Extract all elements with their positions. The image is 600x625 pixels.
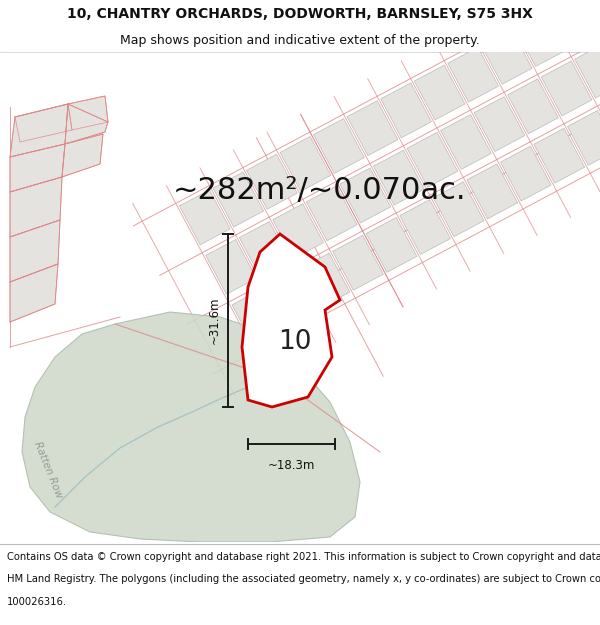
Polygon shape xyxy=(10,220,60,282)
Text: ~31.6m: ~31.6m xyxy=(208,297,221,344)
Polygon shape xyxy=(347,101,398,156)
Text: Ratten Row: Ratten Row xyxy=(32,440,64,500)
Polygon shape xyxy=(280,136,331,191)
Polygon shape xyxy=(307,186,357,241)
Polygon shape xyxy=(10,144,65,192)
Text: HM Land Registry. The polygons (including the associated geometry, namely x, y c: HM Land Registry. The polygons (includin… xyxy=(7,574,600,584)
Text: ~18.3m: ~18.3m xyxy=(268,459,315,472)
Polygon shape xyxy=(332,236,383,290)
Polygon shape xyxy=(515,12,566,66)
Polygon shape xyxy=(340,168,391,223)
Polygon shape xyxy=(381,83,431,138)
Polygon shape xyxy=(247,154,297,209)
Polygon shape xyxy=(508,79,559,134)
Polygon shape xyxy=(474,97,525,151)
Polygon shape xyxy=(206,239,256,294)
Polygon shape xyxy=(433,182,484,237)
Polygon shape xyxy=(10,264,58,322)
Polygon shape xyxy=(400,199,451,254)
Polygon shape xyxy=(68,96,108,130)
Text: Contains OS data © Crown copyright and database right 2021. This information is : Contains OS data © Crown copyright and d… xyxy=(7,552,600,562)
Polygon shape xyxy=(273,204,323,259)
Polygon shape xyxy=(481,29,532,84)
Polygon shape xyxy=(541,61,592,116)
Text: 10: 10 xyxy=(278,329,312,355)
Polygon shape xyxy=(467,164,518,219)
Polygon shape xyxy=(15,104,72,142)
Polygon shape xyxy=(22,312,360,542)
Polygon shape xyxy=(213,172,263,227)
Polygon shape xyxy=(314,119,364,174)
Polygon shape xyxy=(366,217,417,272)
Polygon shape xyxy=(10,177,62,237)
Polygon shape xyxy=(440,114,491,169)
Polygon shape xyxy=(448,48,499,102)
Polygon shape xyxy=(534,128,584,183)
Polygon shape xyxy=(299,253,350,308)
Polygon shape xyxy=(62,134,103,177)
Text: 100026316.: 100026316. xyxy=(7,597,67,607)
Text: 10, CHANTRY ORCHARDS, DODWORTH, BARNSLEY, S75 3HX: 10, CHANTRY ORCHARDS, DODWORTH, BARNSLEY… xyxy=(67,7,533,21)
Polygon shape xyxy=(65,104,108,144)
Polygon shape xyxy=(575,43,600,98)
Polygon shape xyxy=(10,104,68,157)
Polygon shape xyxy=(179,190,230,245)
Polygon shape xyxy=(407,132,458,188)
Polygon shape xyxy=(239,222,290,276)
Polygon shape xyxy=(266,271,316,326)
Polygon shape xyxy=(373,150,424,205)
Polygon shape xyxy=(232,289,283,344)
Polygon shape xyxy=(500,146,551,201)
Text: ~282m²/~0.070ac.: ~282m²/~0.070ac. xyxy=(173,176,467,204)
Text: Map shows position and indicative extent of the property.: Map shows position and indicative extent… xyxy=(120,34,480,47)
Polygon shape xyxy=(414,65,465,120)
Polygon shape xyxy=(568,111,600,165)
Polygon shape xyxy=(242,234,340,407)
